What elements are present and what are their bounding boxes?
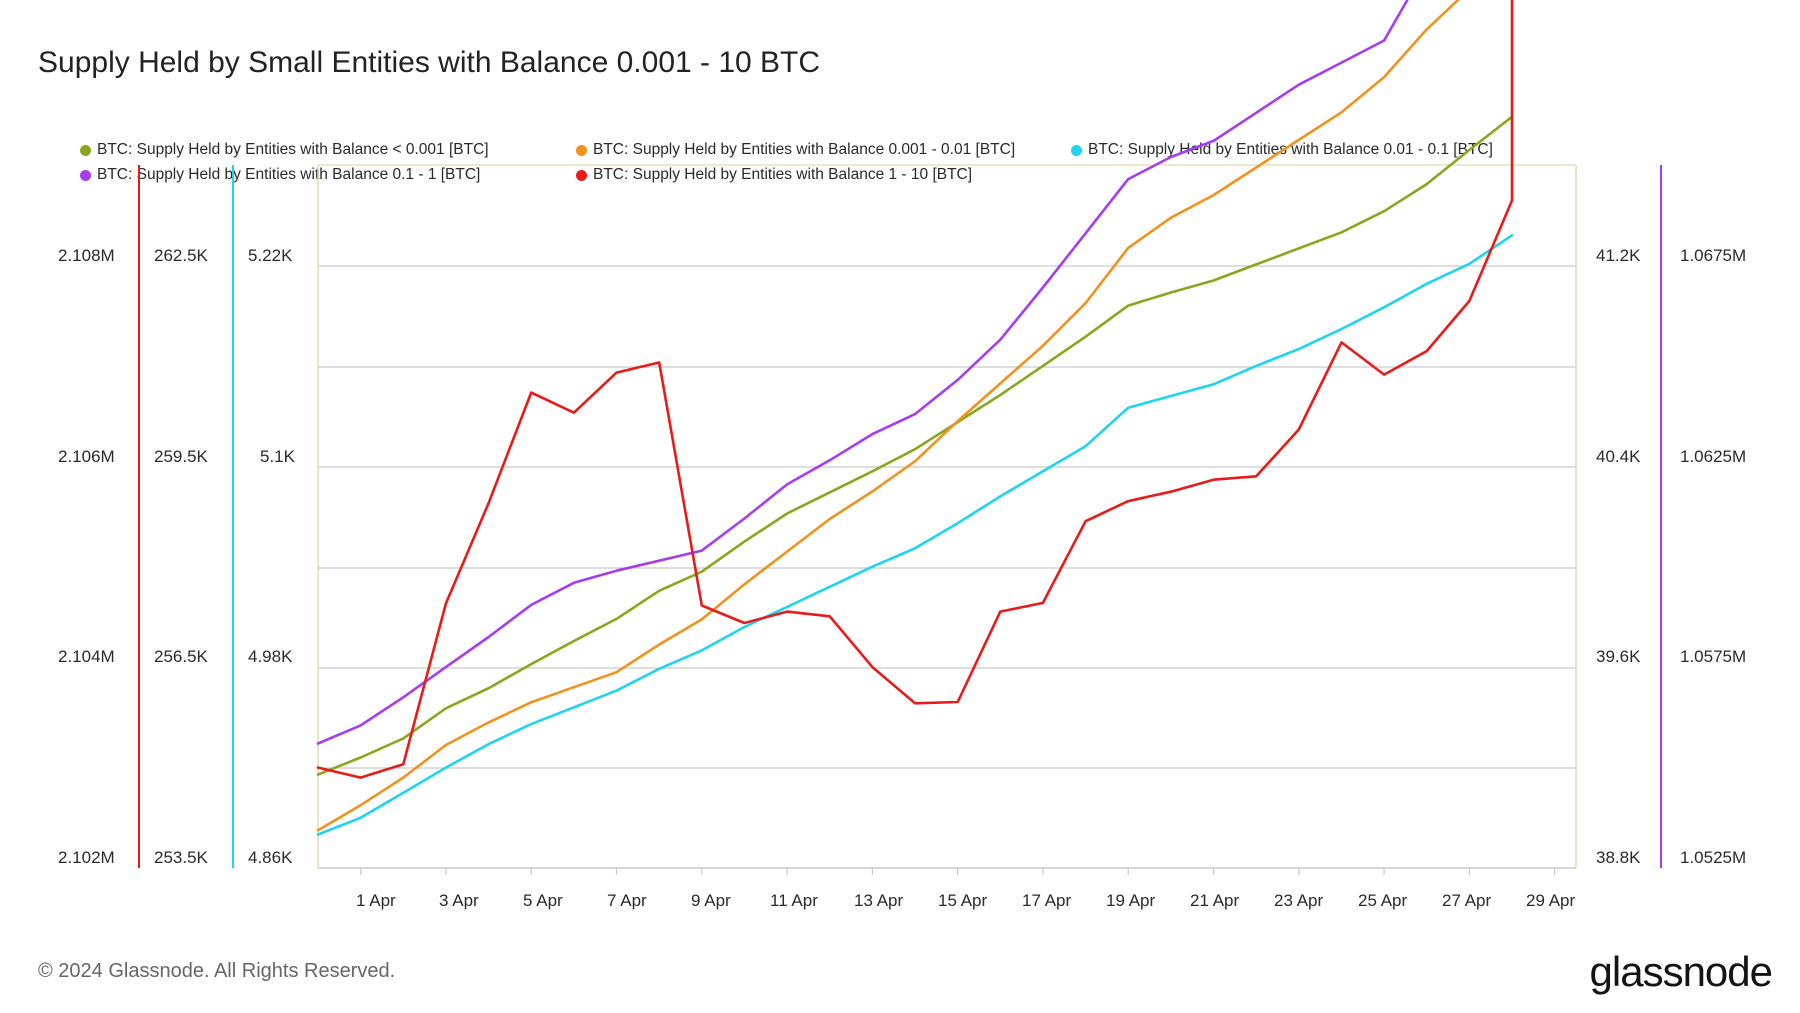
y-tick-label: 5.22K bbox=[248, 246, 293, 265]
x-tick-label: 29 Apr bbox=[1526, 891, 1576, 910]
x-tick-label: 13 Apr bbox=[854, 891, 904, 910]
x-tick-label: 11 Apr bbox=[770, 891, 818, 910]
x-tick-label: 9 Apr bbox=[691, 891, 731, 910]
y-tick-label: 4.86K bbox=[248, 848, 293, 867]
legend-dot bbox=[576, 144, 587, 156]
x-tick-label: 7 Apr bbox=[607, 891, 647, 910]
y-tick-label: 2.106M bbox=[58, 447, 115, 466]
legend-item-0001-001[interactable]: BTC: Supply Held by Entities with Balanc… bbox=[576, 141, 1015, 159]
legend-dot bbox=[576, 169, 587, 181]
glassnode-logo: glassnode bbox=[1589, 948, 1773, 995]
series-line-btc_0001_001[interactable] bbox=[316, 0, 1512, 832]
legend-item-1-10[interactable]: BTC: Supply Held by Entities with Balanc… bbox=[576, 166, 972, 184]
legend-label: BTC: Supply Held by Entities with Balanc… bbox=[97, 166, 481, 183]
y-tick-label: 5.1K bbox=[260, 447, 295, 466]
x-tick-label: 23 Apr bbox=[1274, 891, 1324, 910]
chart-title: Supply Held by Small Entities with Balan… bbox=[38, 46, 821, 79]
y-tick-label: 1.0675M bbox=[1680, 246, 1747, 265]
legend-dot bbox=[1071, 144, 1082, 156]
x-tick-label: 21 Apr bbox=[1190, 891, 1240, 910]
y-tick-label: 2.102M bbox=[58, 848, 115, 867]
legend-label: BTC: Supply Held by Entities with Balanc… bbox=[97, 141, 489, 158]
y-tick-label: 40.4K bbox=[1596, 447, 1641, 466]
y-tick-label: 41.2K bbox=[1596, 246, 1641, 265]
legend-item-01-1[interactable]: BTC: Supply Held by Entities with Balanc… bbox=[80, 166, 480, 184]
y-tick-label: 259.5K bbox=[154, 447, 208, 466]
x-tick-label: 5 Apr bbox=[523, 891, 563, 910]
y-tick-label: 2.108M bbox=[58, 246, 115, 265]
grid bbox=[318, 265, 1576, 769]
legend-dot bbox=[80, 169, 91, 181]
x-tick-label: 17 Apr bbox=[1022, 891, 1072, 910]
legend-item-001-01[interactable]: BTC: Supply Held by Entities with Balanc… bbox=[1071, 141, 1493, 159]
x-tick-label: 1 Apr bbox=[356, 891, 396, 910]
x-tick-label: 3 Apr bbox=[439, 891, 479, 910]
y-tick-label: 262.5K bbox=[154, 246, 208, 265]
series-lines bbox=[316, 0, 1514, 836]
y-tick-label: 1.0575M bbox=[1680, 647, 1747, 666]
x-tick-label: 25 Apr bbox=[1358, 891, 1408, 910]
legend-label: BTC: Supply Held by Entities with Balanc… bbox=[593, 141, 1016, 158]
series-line-btc_001_01[interactable] bbox=[316, 234, 1514, 836]
legend-label: BTC: Supply Held by Entities with Balanc… bbox=[1088, 141, 1493, 158]
y-tick-label: 253.5K bbox=[154, 848, 208, 867]
y-tick-label: 4.98K bbox=[248, 647, 293, 666]
y-tick-label: 39.6K bbox=[1596, 647, 1641, 666]
legend-label: BTC: Supply Held by Entities with Balanc… bbox=[593, 166, 973, 183]
series-line-btc_lt_0001[interactable] bbox=[316, 115, 1514, 776]
y-tick-label: 256.5K bbox=[154, 647, 208, 666]
x-tick-label: 27 Apr bbox=[1442, 891, 1492, 910]
axes bbox=[138, 164, 1662, 875]
legend-item-lt-0001[interactable]: BTC: Supply Held by Entities with Balanc… bbox=[80, 141, 489, 159]
y-tick-label: 38.8K bbox=[1596, 848, 1641, 867]
copyright: © 2024 Glassnode. All Rights Reserved. bbox=[38, 960, 396, 982]
y-tick-label: 1.0525M bbox=[1680, 848, 1747, 867]
x-tick-label: 19 Apr bbox=[1106, 891, 1156, 910]
x-tick-label: 15 Apr bbox=[938, 891, 988, 910]
y-tick-label: 1.0625M bbox=[1680, 447, 1747, 466]
series-line-btc_01_1[interactable] bbox=[316, 0, 1512, 745]
y-tick-label: 2.104M bbox=[58, 647, 115, 666]
legend-dot bbox=[80, 144, 91, 156]
series-line-btc_1_10[interactable] bbox=[316, 0, 1514, 779]
